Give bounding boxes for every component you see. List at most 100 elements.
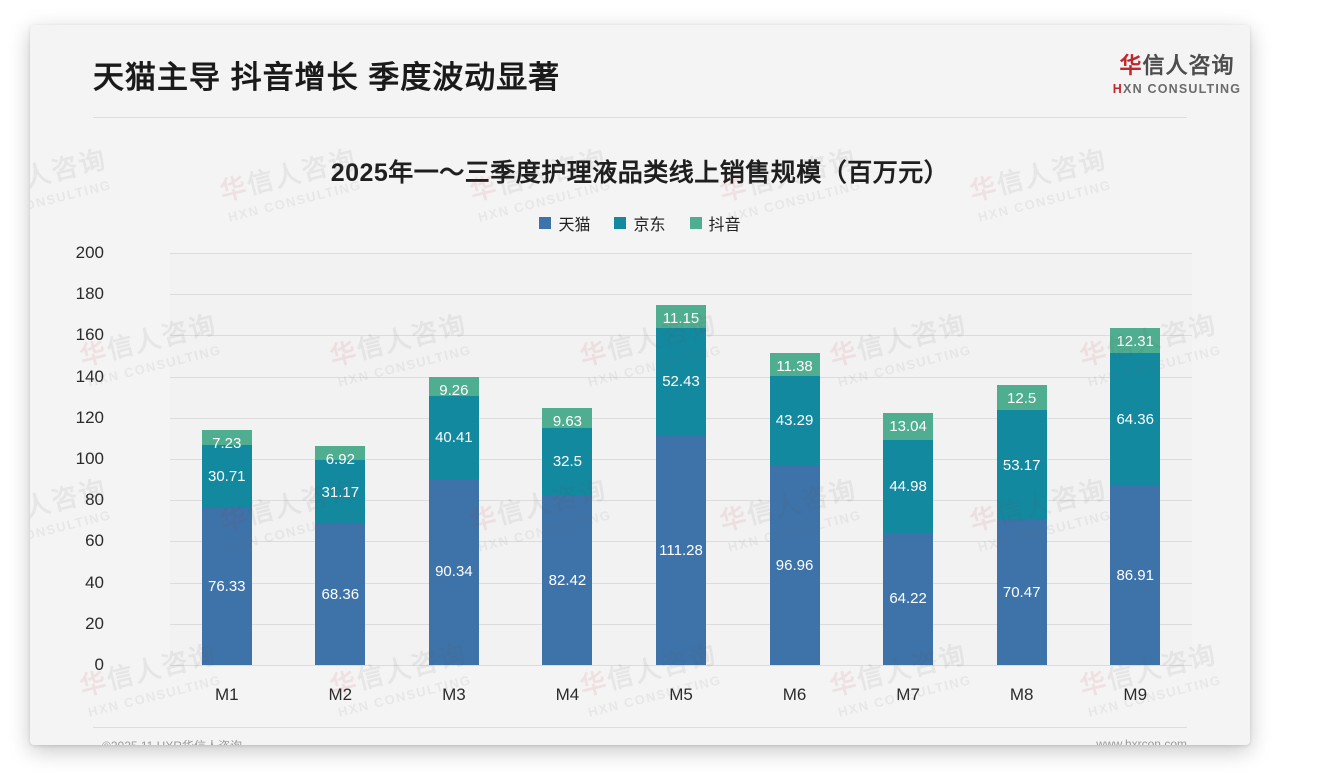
logo-cn-red: 华 <box>1119 53 1143 78</box>
bar-segment-抖音[interactable]: 12.31 <box>1110 328 1161 354</box>
bar-segment-天猫[interactable]: 90.34 <box>428 478 479 665</box>
bar-value-label: 76.33 <box>207 577 246 595</box>
bar-segment-抖音[interactable]: 12.5 <box>996 384 1047 411</box>
bar-value-label: 40.41 <box>435 428 473 446</box>
page-title: 天猫主导 抖音增长 季度波动显著 <box>93 60 561 95</box>
bar-value-label: 90.34 <box>435 563 473 581</box>
bar-segment-京东[interactable]: 43.29 <box>769 376 820 466</box>
x-axis-tick-label: M6 <box>782 685 807 704</box>
bar-value-label: 44.98 <box>889 477 927 495</box>
footer-divider <box>93 727 1187 728</box>
y-axis-tick-label: 20 <box>85 613 104 633</box>
chart-area: 0 20 40 60 80 100 120 140 160 180 200 76.33 30.71 7.2… <box>30 243 1250 705</box>
gridline <box>170 665 1192 666</box>
bar-value-label: 12.5 <box>1007 389 1037 407</box>
company-logo: 华信人咨询 HXN CONSULTING <box>1102 53 1250 96</box>
slide-header: 天猫主导 抖音增长 季度波动显著 <box>30 25 1250 118</box>
bar-value-label: 31.17 <box>321 483 360 501</box>
bar-value-label: 68.36 <box>321 586 360 604</box>
y-axis-tick-label: 200 <box>75 243 104 262</box>
footer-copyright: ©2025.11 HXR华信人咨询 <box>102 737 242 745</box>
bar-segment-天猫[interactable]: 70.47 <box>996 519 1047 665</box>
bar-value-label: 11.38 <box>776 357 813 375</box>
bar-segment-抖音[interactable]: 7.23 <box>201 429 252 451</box>
bar-segment-天猫[interactable]: 86.91 <box>1110 485 1161 665</box>
header-divider <box>93 117 1187 118</box>
bar-M5[interactable]: 111.28 52.43 11.15 <box>656 304 706 665</box>
bar-value-label: 11.15 <box>662 309 700 327</box>
bar-value-label: 32.5 <box>552 453 583 471</box>
gridline <box>170 253 1192 254</box>
logo-en-red: H <box>1112 82 1124 97</box>
legend-item-抖音[interactable]: 抖音 <box>689 211 741 235</box>
bar-segment-京东[interactable]: 31.17 <box>315 459 366 525</box>
y-axis-tick-label: 120 <box>75 407 104 427</box>
bar-value-label: 53.17 <box>1002 456 1041 474</box>
y-axis-tick-label: 100 <box>75 449 104 468</box>
footer-website: www.hxrcon.com <box>1096 737 1187 745</box>
legend-label: 京东 <box>633 217 666 234</box>
x-axis-tick-label: M1 <box>214 685 239 704</box>
x-axis-tick-label: M9 <box>1123 685 1148 704</box>
bar-M3[interactable]: 90.34 40.41 9.26 <box>428 376 479 665</box>
bar-value-label: 13.04 <box>889 418 927 436</box>
bar-M2[interactable]: 68.36 31.17 6.92 <box>315 445 366 665</box>
bar-segment-天猫[interactable]: 82.42 <box>542 495 593 665</box>
bar-M1[interactable]: 76.33 30.71 7.23 <box>201 429 252 665</box>
bar-value-label: 96.96 <box>775 556 814 574</box>
bar-value-label: 30.71 <box>207 467 246 485</box>
x-axis-tick-label: M4 <box>555 685 580 704</box>
x-axis-tick-label: M8 <box>1009 685 1034 704</box>
logo-en-rest: XN CONSULTING <box>1123 82 1242 97</box>
x-axis-tick-label: M7 <box>896 685 920 704</box>
logo-chinese-text: 华信人咨询 <box>1102 53 1250 79</box>
bar-M8[interactable]: 70.47 53.17 12.5 <box>996 384 1047 665</box>
bar-segment-京东[interactable]: 64.36 <box>1110 353 1161 486</box>
bar-M4[interactable]: 82.42 32.5 9.63 <box>542 408 593 665</box>
bar-value-label: 70.47 <box>1002 583 1041 601</box>
slide-card: 天猫主导 抖音增长 季度波动显著 华信人咨询 HXN CONSULTING 20… <box>30 25 1250 745</box>
bar-M7[interactable]: 64.22 44.98 13.04 <box>883 413 934 665</box>
bar-value-label: 111.28 <box>659 541 703 559</box>
bar-segment-抖音[interactable]: 9.26 <box>428 376 479 399</box>
bar-segment-天猫[interactable]: 76.33 <box>201 507 252 665</box>
y-axis-tick-label: 40 <box>85 572 104 592</box>
legend-swatch-icon <box>539 217 552 229</box>
bar-segment-京东[interactable]: 44.98 <box>883 440 934 533</box>
bar-segment-抖音[interactable]: 9.63 <box>542 408 593 431</box>
bar-M9[interactable]: 86.91 64.36 12.31 <box>1110 328 1161 665</box>
chart-legend: 天猫 京东 抖音 <box>30 211 1250 235</box>
bar-M6[interactable]: 96.96 43.29 11.38 <box>769 352 820 665</box>
bar-segment-京东[interactable]: 32.5 <box>542 428 593 496</box>
bar-value-label: 6.92 <box>325 450 355 468</box>
bar-segment-天猫[interactable]: 64.22 <box>883 532 934 665</box>
logo-english-text: HXN CONSULTING <box>1102 82 1250 96</box>
legend-swatch-icon <box>689 217 702 229</box>
bar-value-label: 9.63 <box>552 413 583 431</box>
y-axis-tick-label: 180 <box>75 284 104 304</box>
gridline <box>170 294 1192 296</box>
x-axis-tick-label: M3 <box>442 685 466 704</box>
bar-segment-京东[interactable]: 40.41 <box>428 395 479 479</box>
bar-segment-抖音[interactable]: 13.04 <box>883 413 934 441</box>
bar-segment-京东[interactable]: 53.17 <box>996 410 1047 520</box>
bar-value-label: 7.23 <box>212 434 242 452</box>
bar-segment-京东[interactable]: 52.43 <box>656 327 706 436</box>
bar-value-label: 64.36 <box>1116 411 1154 429</box>
y-axis-tick-label: 0 <box>94 655 104 674</box>
legend-item-京东[interactable]: 京东 <box>614 211 666 235</box>
bar-segment-抖音[interactable]: 11.15 <box>656 304 706 328</box>
bar-segment-天猫[interactable]: 111.28 <box>656 435 706 665</box>
y-axis-tick-label: 140 <box>75 366 104 386</box>
bar-segment-京东[interactable]: 30.71 <box>201 444 252 508</box>
bar-value-label: 9.26 <box>439 381 469 399</box>
bar-segment-抖音[interactable]: 6.92 <box>315 445 366 467</box>
legend-swatch-icon <box>614 217 627 229</box>
bar-value-label: 52.43 <box>662 373 700 391</box>
bar-segment-天猫[interactable]: 96.96 <box>769 465 820 665</box>
bar-segment-抖音[interactable]: 11.38 <box>769 352 820 377</box>
legend-item-天猫[interactable]: 天猫 <box>539 211 590 235</box>
x-axis-tick-label: M5 <box>669 685 693 704</box>
x-axis-tick-label: M2 <box>328 685 353 704</box>
bar-segment-天猫[interactable]: 68.36 <box>315 524 366 665</box>
